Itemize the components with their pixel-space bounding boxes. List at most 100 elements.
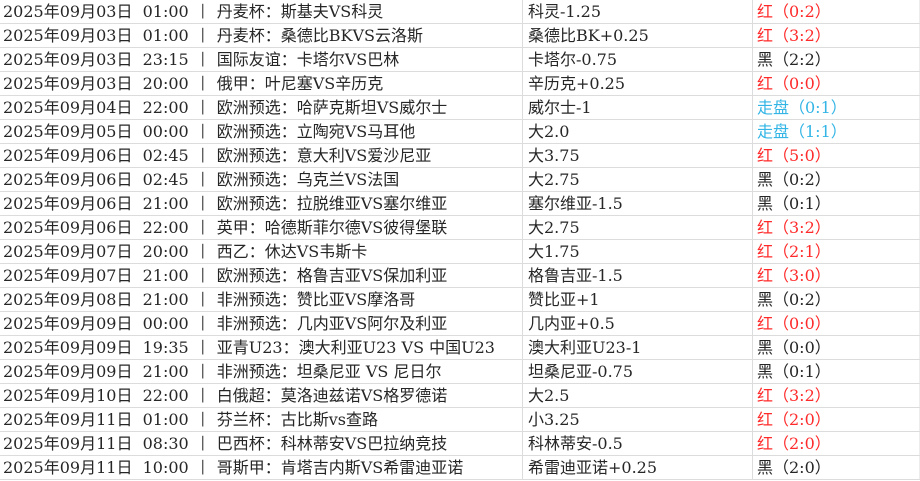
pick-text: 威尔士-1 <box>528 98 592 117</box>
match-datetime: 2025年09月03日 01:00 <box>3 2 189 21</box>
table-row: 2025年09月09日 19:35 丨亚青U23：澳大利亚U23 VS 中国U23… <box>0 336 920 360</box>
match-name: 芬兰杯：古比斯vs查路 <box>216 410 379 429</box>
pick-text: 赞比亚+1 <box>528 290 600 309</box>
pick-cell: 大2.5 <box>522 384 752 407</box>
match-datetime: 2025年09月07日 21:00 <box>3 266 189 285</box>
result-cell: 红（0:0） <box>752 312 920 335</box>
pick-cell: 大1.75 <box>522 240 752 263</box>
result-text: 红（0:0） <box>757 74 831 93</box>
result-cell: 红（0:2） <box>752 0 920 23</box>
match-datetime: 2025年09月03日 20:00 <box>3 74 189 93</box>
pick-text: 大1.75 <box>528 242 580 261</box>
table-row: 2025年09月06日 02:45 丨欧洲预选：意大利VS爱沙尼亚 大3.75 红… <box>0 144 920 168</box>
result-cell: 黑（0:2） <box>752 288 920 311</box>
separator-bar: 丨 <box>194 266 211 285</box>
match-name: 欧洲预选：乌克兰VS法国 <box>216 170 400 189</box>
pick-text: 小3.25 <box>528 410 580 429</box>
result-text: 红（3:2） <box>757 386 831 405</box>
pick-cell: 坦桑尼亚-0.75 <box>522 360 752 383</box>
pick-cell: 几内亚+0.5 <box>522 312 752 335</box>
separator-bar: 丨 <box>194 218 211 237</box>
pick-cell: 希雷迪亚诺+0.25 <box>522 456 752 479</box>
match-datetime: 2025年09月03日 23:15 <box>3 50 189 69</box>
pick-cell: 桑德比BK+0.25 <box>522 24 752 47</box>
match-cell: 2025年09月04日 22:00 丨欧洲预选：哈萨克斯坦VS威尔士 <box>0 96 522 119</box>
separator-bar: 丨 <box>194 434 211 453</box>
separator-bar: 丨 <box>194 290 211 309</box>
pick-cell: 塞尔维亚-1.5 <box>522 192 752 215</box>
match-datetime: 2025年09月03日 01:00 <box>3 26 189 45</box>
separator-bar: 丨 <box>194 338 211 357</box>
match-cell: 2025年09月06日 22:00 丨英甲：哈德斯菲尔德VS彼得堡联 <box>0 216 522 239</box>
pick-text: 大3.75 <box>528 146 580 165</box>
match-cell: 2025年09月11日 08:30 丨巴西杯：科林蒂安VS巴拉纳竞技 <box>0 432 522 455</box>
table-row: 2025年09月07日 21:00 丨欧洲预选：格鲁吉亚VS保加利亚 格鲁吉亚-1… <box>0 264 920 288</box>
table-row: 2025年09月03日 23:15 丨国际友谊：卡塔尔VS巴林 卡塔尔-0.75 … <box>0 48 920 72</box>
separator-bar: 丨 <box>194 194 211 213</box>
result-cell: 红（2:1） <box>752 240 920 263</box>
pick-cell: 卡塔尔-0.75 <box>522 48 752 71</box>
pick-text: 塞尔维亚-1.5 <box>528 194 623 213</box>
result-text: 红（0:2） <box>757 2 831 21</box>
table-row: 2025年09月03日 01:00 丨丹麦杯：斯基夫VS科灵 科灵-1.25 红（… <box>0 0 920 24</box>
pick-cell: 威尔士-1 <box>522 96 752 119</box>
result-text: 走盘（1:1） <box>757 122 847 141</box>
match-cell: 2025年09月10日 22:00 丨白俄超：莫洛迪兹诺VS格罗德诺 <box>0 384 522 407</box>
table-row: 2025年09月04日 22:00 丨欧洲预选：哈萨克斯坦VS威尔士 威尔士-1 … <box>0 96 920 120</box>
match-name: 欧洲预选：哈萨克斯坦VS威尔士 <box>216 98 448 117</box>
result-cell: 红（3:2） <box>752 24 920 47</box>
match-datetime: 2025年09月09日 19:35 <box>3 338 189 357</box>
table-row: 2025年09月06日 21:00 丨欧洲预选：拉脱维亚VS塞尔维亚 塞尔维亚-1… <box>0 192 920 216</box>
pick-cell: 辛历克+0.25 <box>522 72 752 95</box>
match-datetime: 2025年09月06日 22:00 <box>3 218 189 237</box>
result-cell: 黑（0:1） <box>752 360 920 383</box>
match-cell: 2025年09月07日 21:00 丨欧洲预选：格鲁吉亚VS保加利亚 <box>0 264 522 287</box>
result-cell: 红（2:0） <box>752 432 920 455</box>
result-text: 红（5:0） <box>757 146 831 165</box>
match-name: 巴西杯：科林蒂安VS巴拉纳竞技 <box>216 434 448 453</box>
pick-text: 科林蒂安-0.5 <box>528 434 623 453</box>
pick-cell: 格鲁吉亚-1.5 <box>522 264 752 287</box>
pick-cell: 澳大利亚U23-1 <box>522 336 752 359</box>
result-cell: 红（5:0） <box>752 144 920 167</box>
pick-text: 大2.75 <box>528 218 580 237</box>
table-row: 2025年09月06日 02:45 丨欧洲预选：乌克兰VS法国 大2.75 黑（0… <box>0 168 920 192</box>
separator-bar: 丨 <box>194 146 211 165</box>
match-cell: 2025年09月03日 23:15 丨国际友谊：卡塔尔VS巴林 <box>0 48 522 71</box>
match-name: 非洲预选：赞比亚VS摩洛哥 <box>216 290 416 309</box>
separator-bar: 丨 <box>194 242 211 261</box>
pick-text: 桑德比BK+0.25 <box>528 26 649 45</box>
result-text: 黑（0:2） <box>757 290 831 309</box>
pick-cell: 大2.0 <box>522 120 752 143</box>
match-name: 亚青U23：澳大利亚U23 VS 中国U23 <box>216 338 495 357</box>
result-text: 黑（0:0） <box>757 338 831 357</box>
separator-bar: 丨 <box>194 410 211 429</box>
result-text: 红（2:1） <box>757 242 831 261</box>
result-text: 黑（2:0） <box>757 458 831 477</box>
match-cell: 2025年09月03日 01:00 丨丹麦杯：斯基夫VS科灵 <box>0 0 522 23</box>
table-row: 2025年09月03日 01:00 丨丹麦杯：桑德比BKVS云洛斯 桑德比BK+0… <box>0 24 920 48</box>
match-name: 欧洲预选：立陶宛VS马耳他 <box>216 122 416 141</box>
match-cell: 2025年09月06日 02:45 丨欧洲预选：乌克兰VS法国 <box>0 168 522 191</box>
match-name: 哥斯甲：肯塔吉内斯VS希雷迪亚诺 <box>216 458 464 477</box>
match-cell: 2025年09月09日 19:35 丨亚青U23：澳大利亚U23 VS 中国U23 <box>0 336 522 359</box>
table-row: 2025年09月09日 21:00 丨非洲预选：坦桑尼亚 VS 尼日尔 坦桑尼亚-… <box>0 360 920 384</box>
result-cell: 红（3:2） <box>752 216 920 239</box>
pick-text: 大2.0 <box>528 122 570 141</box>
match-name: 欧洲预选：拉脱维亚VS塞尔维亚 <box>216 194 448 213</box>
match-name: 西乙：休达VS韦斯卡 <box>216 242 368 261</box>
result-text: 红（3:2） <box>757 218 831 237</box>
result-cell: 走盘（1:1） <box>752 120 920 143</box>
result-cell: 走盘（0:1） <box>752 96 920 119</box>
result-text: 黑（0:1） <box>757 194 831 213</box>
pick-text: 澳大利亚U23-1 <box>528 338 642 357</box>
pick-cell: 大3.75 <box>522 144 752 167</box>
separator-bar: 丨 <box>194 314 211 333</box>
result-text: 走盘（0:1） <box>757 98 847 117</box>
pick-text: 格鲁吉亚-1.5 <box>528 266 623 285</box>
result-cell: 黑（2:0） <box>752 456 920 479</box>
match-cell: 2025年09月06日 02:45 丨欧洲预选：意大利VS爱沙尼亚 <box>0 144 522 167</box>
match-name: 非洲预选：几内亚VS阿尔及利亚 <box>216 314 448 333</box>
table-row: 2025年09月03日 20:00 丨俄甲：叶尼塞VS辛历克 辛历克+0.25 红… <box>0 72 920 96</box>
